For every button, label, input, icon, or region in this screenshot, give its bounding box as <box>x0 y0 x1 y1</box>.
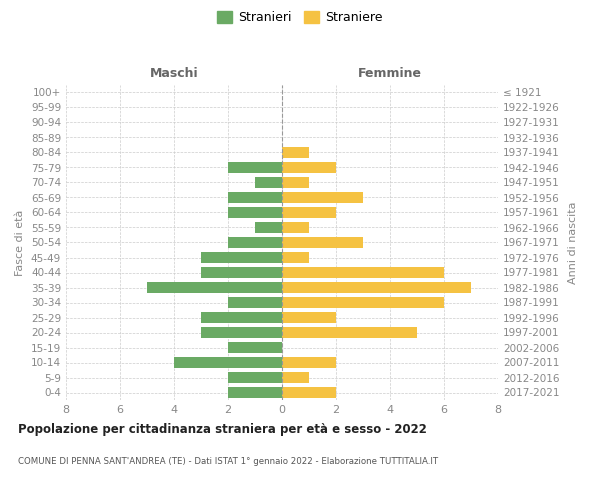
Bar <box>282 177 309 188</box>
Bar <box>147 282 282 293</box>
Bar <box>282 372 309 383</box>
Bar <box>255 222 282 233</box>
Y-axis label: Fasce di età: Fasce di età <box>16 210 25 276</box>
Bar <box>228 372 282 383</box>
Bar <box>282 282 471 293</box>
Text: COMUNE DI PENNA SANT'ANDREA (TE) - Dati ISTAT 1° gennaio 2022 - Elaborazione TUT: COMUNE DI PENNA SANT'ANDREA (TE) - Dati … <box>18 458 438 466</box>
Y-axis label: Anni di nascita: Anni di nascita <box>568 201 578 284</box>
Bar <box>255 177 282 188</box>
Bar <box>282 267 444 278</box>
Bar <box>201 252 282 263</box>
Bar <box>282 312 336 323</box>
Bar <box>282 222 309 233</box>
Bar <box>282 207 336 218</box>
Bar <box>228 192 282 203</box>
Legend: Stranieri, Straniere: Stranieri, Straniere <box>212 6 388 29</box>
Text: Maschi: Maschi <box>149 67 199 80</box>
Text: Femmine: Femmine <box>358 67 422 80</box>
Bar <box>228 162 282 173</box>
Bar <box>282 387 336 398</box>
Bar <box>282 162 336 173</box>
Bar <box>282 192 363 203</box>
Bar <box>282 252 309 263</box>
Bar <box>282 357 336 368</box>
Bar <box>201 267 282 278</box>
Bar <box>282 297 444 308</box>
Bar <box>228 387 282 398</box>
Bar <box>228 297 282 308</box>
Text: Popolazione per cittadinanza straniera per età e sesso - 2022: Popolazione per cittadinanza straniera p… <box>18 422 427 436</box>
Bar <box>282 327 417 338</box>
Bar <box>282 237 363 248</box>
Bar <box>174 357 282 368</box>
Bar <box>228 342 282 353</box>
Bar <box>228 237 282 248</box>
Bar <box>228 207 282 218</box>
Bar <box>201 312 282 323</box>
Bar <box>282 147 309 158</box>
Bar <box>201 327 282 338</box>
